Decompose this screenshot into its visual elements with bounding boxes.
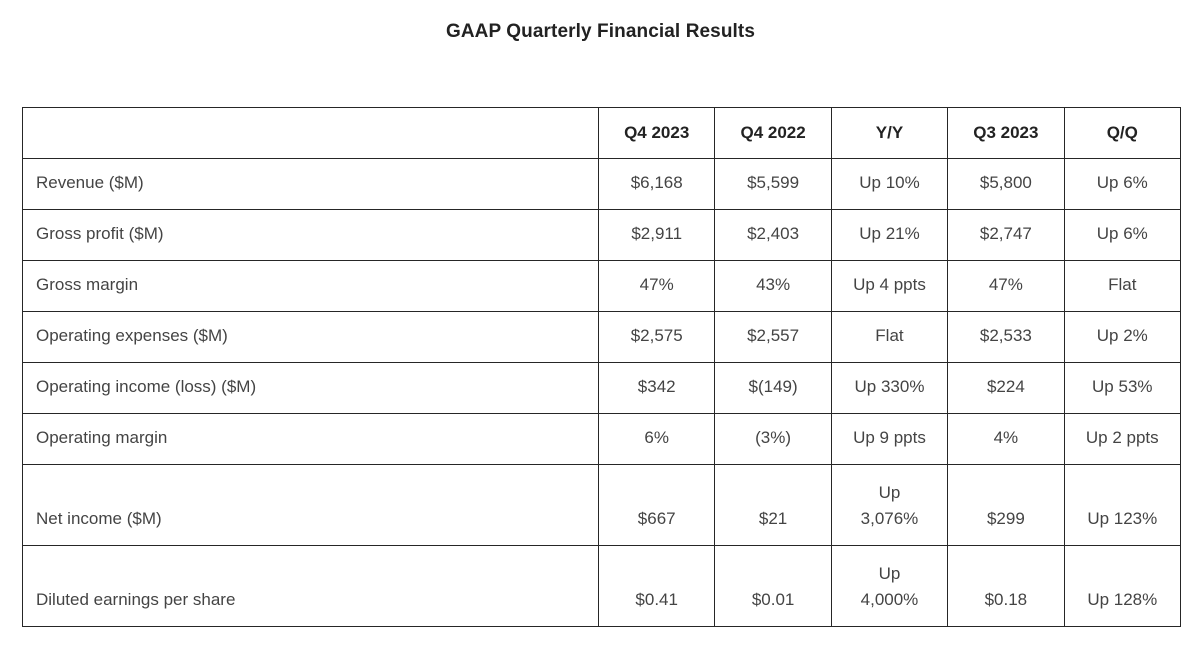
cell-q4-2022: (3%) [714, 413, 832, 465]
cell-q4-2022: $(149) [714, 362, 832, 414]
cell-q3-2023: $5,800 [947, 158, 1065, 210]
cell-yy: Up 10% [830, 158, 949, 210]
column-header-q4-2022: Q4 2022 [714, 107, 832, 159]
table-row-operating-margin: Operating margin 6% (3%) Up 9 ppts 4% Up… [22, 413, 1182, 465]
cell-q4-2023: $0.41 [597, 545, 716, 627]
cell-yy: Flat [830, 311, 949, 363]
cell-q3-2023: $299 [947, 464, 1065, 546]
table-row-gross-margin: Gross margin 47% 43% Up 4 ppts 47% Flat [22, 260, 1182, 312]
cell-q3-2023: $224 [947, 362, 1065, 414]
cell-q4-2022: $5,599 [714, 158, 832, 210]
cell-q4-2023: $667 [597, 464, 716, 546]
column-header-metric [22, 107, 599, 159]
cell-q4-2023: $2,575 [597, 311, 716, 363]
cell-q4-2023: 47% [597, 260, 716, 312]
cell-q3-2023: $2,747 [947, 209, 1065, 261]
row-label: Gross profit ($M) [22, 209, 599, 261]
row-label: Operating income (loss) ($M) [22, 362, 599, 414]
cell-yy: Up 330% [830, 362, 949, 414]
cell-q3-2023: 4% [947, 413, 1065, 465]
row-label: Diluted earnings per share [22, 545, 599, 627]
row-label: Gross margin [22, 260, 599, 312]
row-label: Operating expenses ($M) [22, 311, 599, 363]
table-row-net-income: Net income ($M) $667 $21 Up 3,076% $299 … [22, 464, 1182, 546]
cell-q4-2023: $6,168 [597, 158, 716, 210]
cell-q4-2023: $342 [597, 362, 716, 414]
cell-qq: Up 6% [1063, 209, 1182, 261]
column-header-qq: Q/Q [1063, 107, 1182, 159]
table-row-revenue: Revenue ($M) $6,168 $5,599 Up 10% $5,800… [22, 158, 1182, 210]
cell-qq: Up 2 ppts [1063, 413, 1182, 465]
cell-qq: Up 6% [1063, 158, 1182, 210]
column-header-yy: Y/Y [830, 107, 949, 159]
row-label: Revenue ($M) [22, 158, 599, 210]
table-row-operating-income: Operating income (loss) ($M) $342 $(149)… [22, 362, 1182, 414]
row-label: Net income ($M) [22, 464, 599, 546]
column-header-q4-2023: Q4 2023 [597, 107, 716, 159]
cell-q4-2022: $21 [714, 464, 832, 546]
cell-q3-2023: $2,533 [947, 311, 1065, 363]
cell-q4-2023: 6% [597, 413, 716, 465]
table-row-gross-profit: Gross profit ($M) $2,911 $2,403 Up 21% $… [22, 209, 1182, 261]
cell-yy: Up 3,076% [830, 464, 949, 546]
table-row-operating-expenses: Operating expenses ($M) $2,575 $2,557 Fl… [22, 311, 1182, 363]
cell-q4-2022: $0.01 [714, 545, 832, 627]
cell-qq: Up 128% [1063, 545, 1182, 627]
cell-q4-2022: 43% [714, 260, 832, 312]
column-header-q3-2023: Q3 2023 [947, 107, 1065, 159]
cell-yy: Up 4,000% [830, 545, 949, 627]
cell-q4-2022: $2,557 [714, 311, 832, 363]
cell-yy: Up 9 ppts [830, 413, 949, 465]
cell-q3-2023: 47% [947, 260, 1065, 312]
cell-q3-2023: $0.18 [947, 545, 1065, 627]
cell-yy: Up 4 ppts [830, 260, 949, 312]
cell-q4-2023: $2,911 [597, 209, 716, 261]
financial-results-table: Q4 2023 Q4 2022 Y/Y Q3 2023 Q/Q Revenue … [22, 107, 1182, 627]
row-label: Operating margin [22, 413, 599, 465]
cell-q4-2022: $2,403 [714, 209, 832, 261]
page-title: GAAP Quarterly Financial Results [445, 21, 756, 42]
cell-qq: Flat [1063, 260, 1182, 312]
table-row-diluted-eps: Diluted earnings per share $0.41 $0.01 U… [22, 545, 1182, 627]
cell-qq: Up 2% [1063, 311, 1182, 363]
cell-qq: Up 123% [1063, 464, 1182, 546]
cell-yy: Up 21% [830, 209, 949, 261]
cell-qq: Up 53% [1063, 362, 1182, 414]
table-header-row: Q4 2023 Q4 2022 Y/Y Q3 2023 Q/Q [22, 107, 1182, 159]
